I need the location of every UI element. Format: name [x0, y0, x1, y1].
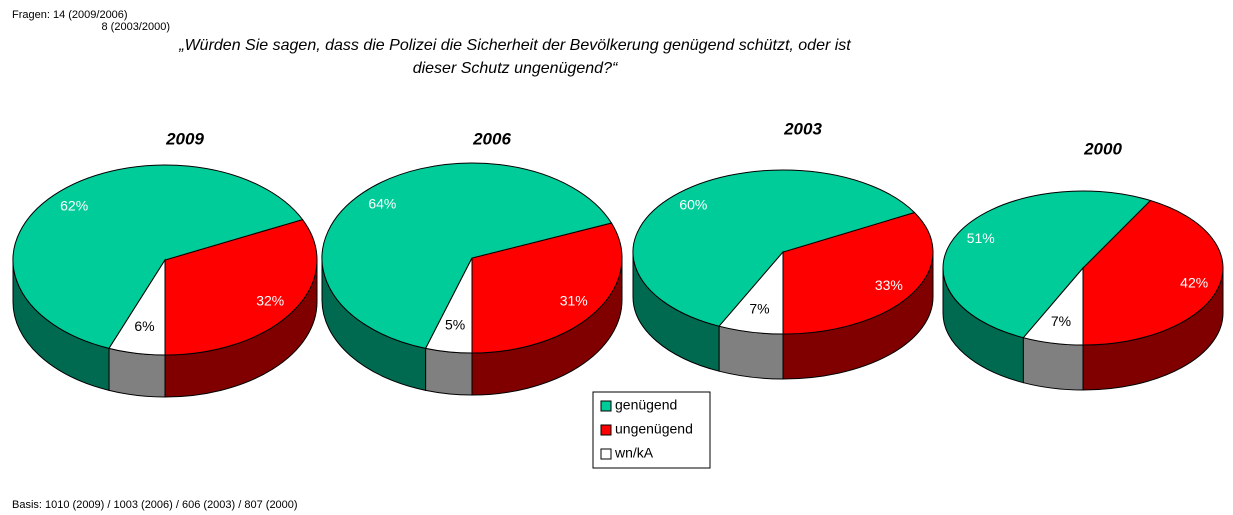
pie-title: 2009 [165, 129, 204, 148]
pie-slice [942, 190, 1152, 339]
pie-slice [471, 222, 623, 354]
data-label: 42% [1180, 274, 1208, 290]
legend-box [592, 391, 711, 469]
data-label: 6% [134, 318, 154, 334]
header-line: Fragen: 14 (2009/2006) [12, 9, 128, 21]
pie-slice [164, 218, 318, 356]
legend-label: wn/kA [614, 445, 654, 461]
pie-side [108, 347, 166, 398]
pie-title: 2006 [472, 129, 511, 148]
footnote: Basis: 1010 (2009) / 1003 (2006) / 606 (… [12, 499, 298, 511]
pie-side [1022, 337, 1084, 391]
data-label: 64% [368, 195, 396, 211]
data-label: 60% [679, 197, 707, 213]
pie-slice [12, 164, 304, 349]
legend-label: ungenügend [615, 421, 693, 437]
pie-slice [718, 250, 784, 335]
header-line: 8 (2003/2000) [102, 21, 171, 33]
legend-label: genügend [615, 397, 677, 413]
legend-swatch [600, 424, 612, 436]
legend-swatch [600, 400, 612, 412]
pie-title: 2003 [783, 119, 822, 138]
pie-slice [782, 211, 934, 335]
pie-slice [321, 162, 613, 349]
chart-title: dieser Schutz ungenügend?“ [413, 60, 619, 77]
data-label: 7% [1051, 313, 1071, 329]
pie-side [425, 347, 473, 396]
legend-swatch [600, 448, 612, 460]
data-label: 7% [749, 300, 769, 316]
pie-slice [1082, 199, 1224, 346]
pie-slice [108, 258, 166, 356]
data-label: 33% [875, 277, 903, 293]
data-label: 51% [967, 230, 995, 246]
data-label: 31% [560, 292, 588, 308]
pie-title: 2000 [1083, 139, 1122, 158]
data-label: 62% [60, 197, 88, 213]
data-label: 5% [445, 316, 465, 332]
pie-slice [1022, 266, 1084, 346]
pie-slice [632, 169, 916, 327]
data-label: 32% [256, 292, 284, 308]
chart-title: „Würden Sie sagen, dass die Polizei die … [178, 37, 851, 54]
pie-slice [424, 257, 473, 354]
